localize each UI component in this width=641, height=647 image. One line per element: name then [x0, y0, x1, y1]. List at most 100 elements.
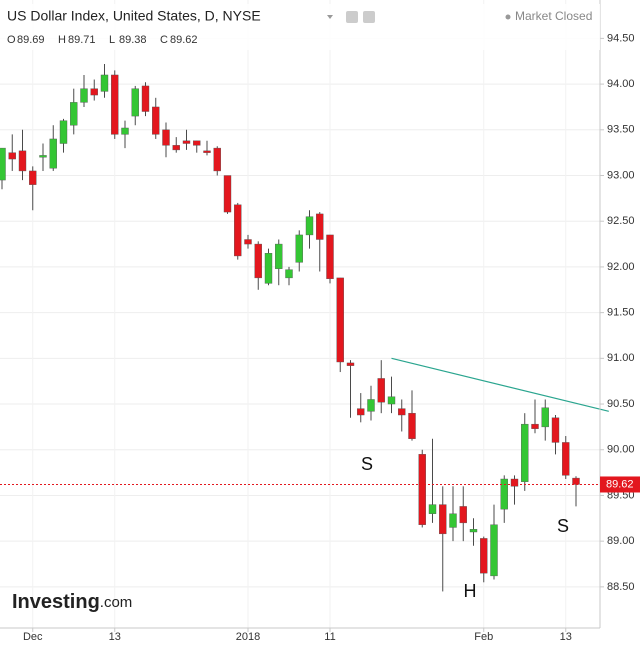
candle-body — [8, 152, 16, 160]
chart-title: US Dollar Index, United States, D, NYSE — [7, 8, 261, 24]
candle-body — [541, 407, 549, 428]
candle-body — [336, 277, 344, 363]
ohlc-header: O 89.69 H 89.71 L 89.38 C 89.62 — [7, 34, 198, 46]
candle-body — [500, 478, 508, 510]
market-status: Market Closed — [515, 9, 592, 23]
candle-body — [70, 102, 78, 126]
candle-body — [521, 423, 529, 482]
candle-body — [295, 234, 303, 263]
candle-body — [510, 478, 519, 487]
ohlc-value: 89.71 — [68, 34, 96, 46]
plot — [0, 63, 609, 592]
candle-body — [111, 74, 119, 135]
ohlc-value: 89.62 — [170, 34, 198, 46]
candle-body — [551, 417, 560, 443]
candle-body — [275, 243, 283, 269]
watermark-suffix: .com — [100, 594, 133, 611]
x-tick-label: Feb — [474, 631, 493, 643]
y-tick-label: 91.00 — [607, 352, 635, 364]
candle-body — [203, 150, 211, 153]
candle-body — [193, 140, 201, 146]
ohlc-value: 89.69 — [17, 34, 45, 46]
header-bg — [0, 4, 600, 50]
ohlc-value: 89.38 — [119, 34, 147, 46]
candle-body — [244, 239, 252, 245]
price-label-bg — [600, 476, 640, 493]
watermark: Investing.com — [12, 591, 132, 613]
candle-body — [398, 408, 406, 416]
y-tick-label: 92.00 — [607, 261, 635, 273]
y-tick-label: 88.50 — [607, 581, 635, 593]
candle-body — [152, 106, 160, 135]
candle-body — [100, 74, 109, 92]
candle-body — [213, 147, 221, 172]
y-tick-label: 93.50 — [607, 124, 635, 136]
candle-body — [264, 253, 273, 284]
y-tick-label: 94.50 — [607, 32, 635, 44]
candle-body — [377, 378, 385, 403]
x-tick-label: 11 — [324, 631, 335, 643]
pattern-label: H — [464, 581, 477, 601]
x-tick-label: 2018 — [236, 631, 260, 643]
y-tick-label: 89.00 — [607, 535, 635, 547]
candle-body — [531, 423, 539, 429]
candle-body — [80, 88, 88, 103]
price-label: 89.62 — [606, 478, 634, 490]
ohlc-key: O — [7, 34, 16, 46]
candle-body — [223, 175, 232, 213]
candle-body — [59, 120, 68, 144]
candle-body — [172, 145, 180, 151]
x-tick-label: Dec — [23, 631, 43, 643]
candle-body — [346, 362, 355, 366]
candle-body — [428, 504, 437, 514]
candle-body — [572, 477, 580, 485]
watermark-main: Investing — [12, 591, 100, 613]
candle-body — [326, 234, 334, 280]
candle-body — [459, 506, 467, 524]
candle-body — [131, 88, 139, 117]
candle-body — [121, 127, 129, 135]
annotations: S H S — [361, 454, 569, 601]
x-tick-label: 13 — [560, 631, 572, 643]
candle-body — [439, 504, 447, 535]
ohlc-key: C — [160, 34, 168, 46]
candle-body — [234, 204, 242, 257]
ohlc-key: H — [58, 34, 66, 46]
candle-body — [418, 454, 426, 525]
candle-body — [182, 140, 191, 144]
status-dot — [505, 14, 511, 20]
candle-body — [18, 150, 27, 172]
y-tick-label: 94.00 — [607, 78, 635, 90]
pattern-label: S — [361, 454, 373, 474]
candle-body — [469, 529, 478, 533]
candle-body — [141, 85, 150, 112]
candle-body — [162, 129, 170, 146]
y-tick-label: 90.00 — [607, 444, 635, 456]
candle-body — [357, 408, 365, 416]
candle-body — [387, 396, 396, 405]
y-tick-label: 91.50 — [607, 307, 635, 319]
y-tick-label: 92.50 — [607, 215, 635, 227]
candle-body — [408, 412, 416, 439]
candle-body — [49, 138, 57, 169]
pattern-label: S — [557, 516, 569, 536]
candle-body — [90, 88, 98, 96]
candle-body — [305, 216, 314, 236]
candle-body — [254, 243, 262, 279]
ohlc-key: L — [109, 34, 115, 46]
candle-body — [316, 213, 324, 240]
candle-body — [490, 524, 498, 577]
settings-icon[interactable] — [363, 11, 375, 23]
candle-body — [39, 155, 47, 158]
candle-body — [562, 442, 570, 476]
y-tick-label: 93.00 — [607, 169, 635, 181]
camera-icon[interactable] — [346, 11, 358, 23]
trendline — [391, 357, 609, 412]
dropdown-icon[interactable] — [327, 15, 333, 19]
candle-body — [29, 170, 37, 185]
x-tick-label: 13 — [109, 631, 121, 643]
candle-body — [480, 538, 488, 574]
candle-body — [367, 399, 375, 412]
